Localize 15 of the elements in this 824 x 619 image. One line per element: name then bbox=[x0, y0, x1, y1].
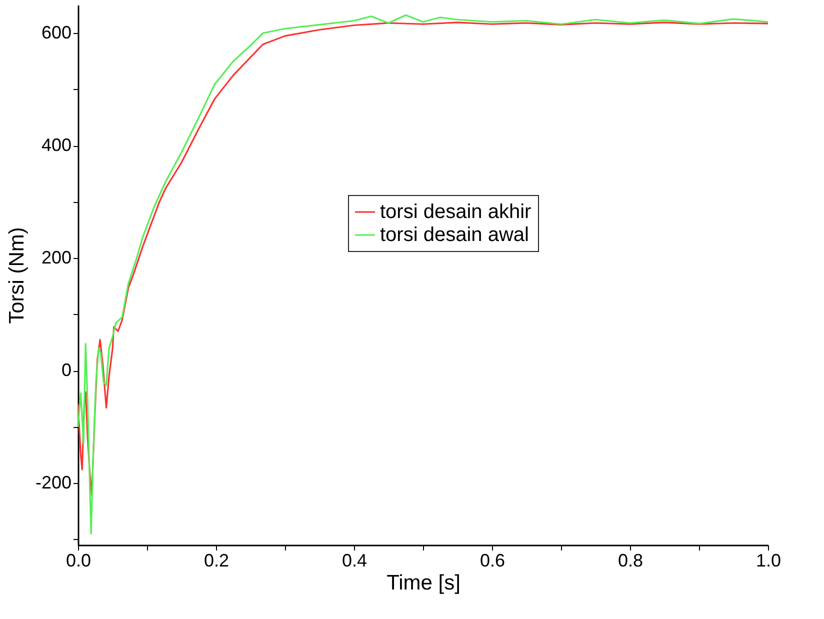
x-tick-label: 0.0 bbox=[66, 550, 92, 570]
x-tick-label: 0.2 bbox=[204, 550, 230, 570]
legend-label: torsi desain awal bbox=[380, 224, 529, 246]
y-tick-label: 0 bbox=[61, 360, 72, 380]
x-axis-title: Time [s] bbox=[386, 572, 460, 594]
x-tick-label: 0.4 bbox=[342, 550, 368, 570]
y-axis-title: Torsi (Nm) bbox=[5, 227, 28, 324]
y-tick-label: -200 bbox=[35, 472, 72, 493]
x-tick-label: 0.6 bbox=[480, 550, 506, 570]
y-tick-label: 200 bbox=[41, 248, 72, 268]
y-tick-label: 400 bbox=[41, 135, 72, 156]
x-tick-label: 0.8 bbox=[618, 550, 644, 570]
y-tick-label: 600 bbox=[41, 22, 72, 43]
x-tick-label: 1.0 bbox=[756, 550, 782, 570]
legend-label: torsi desain akhir bbox=[380, 201, 532, 223]
